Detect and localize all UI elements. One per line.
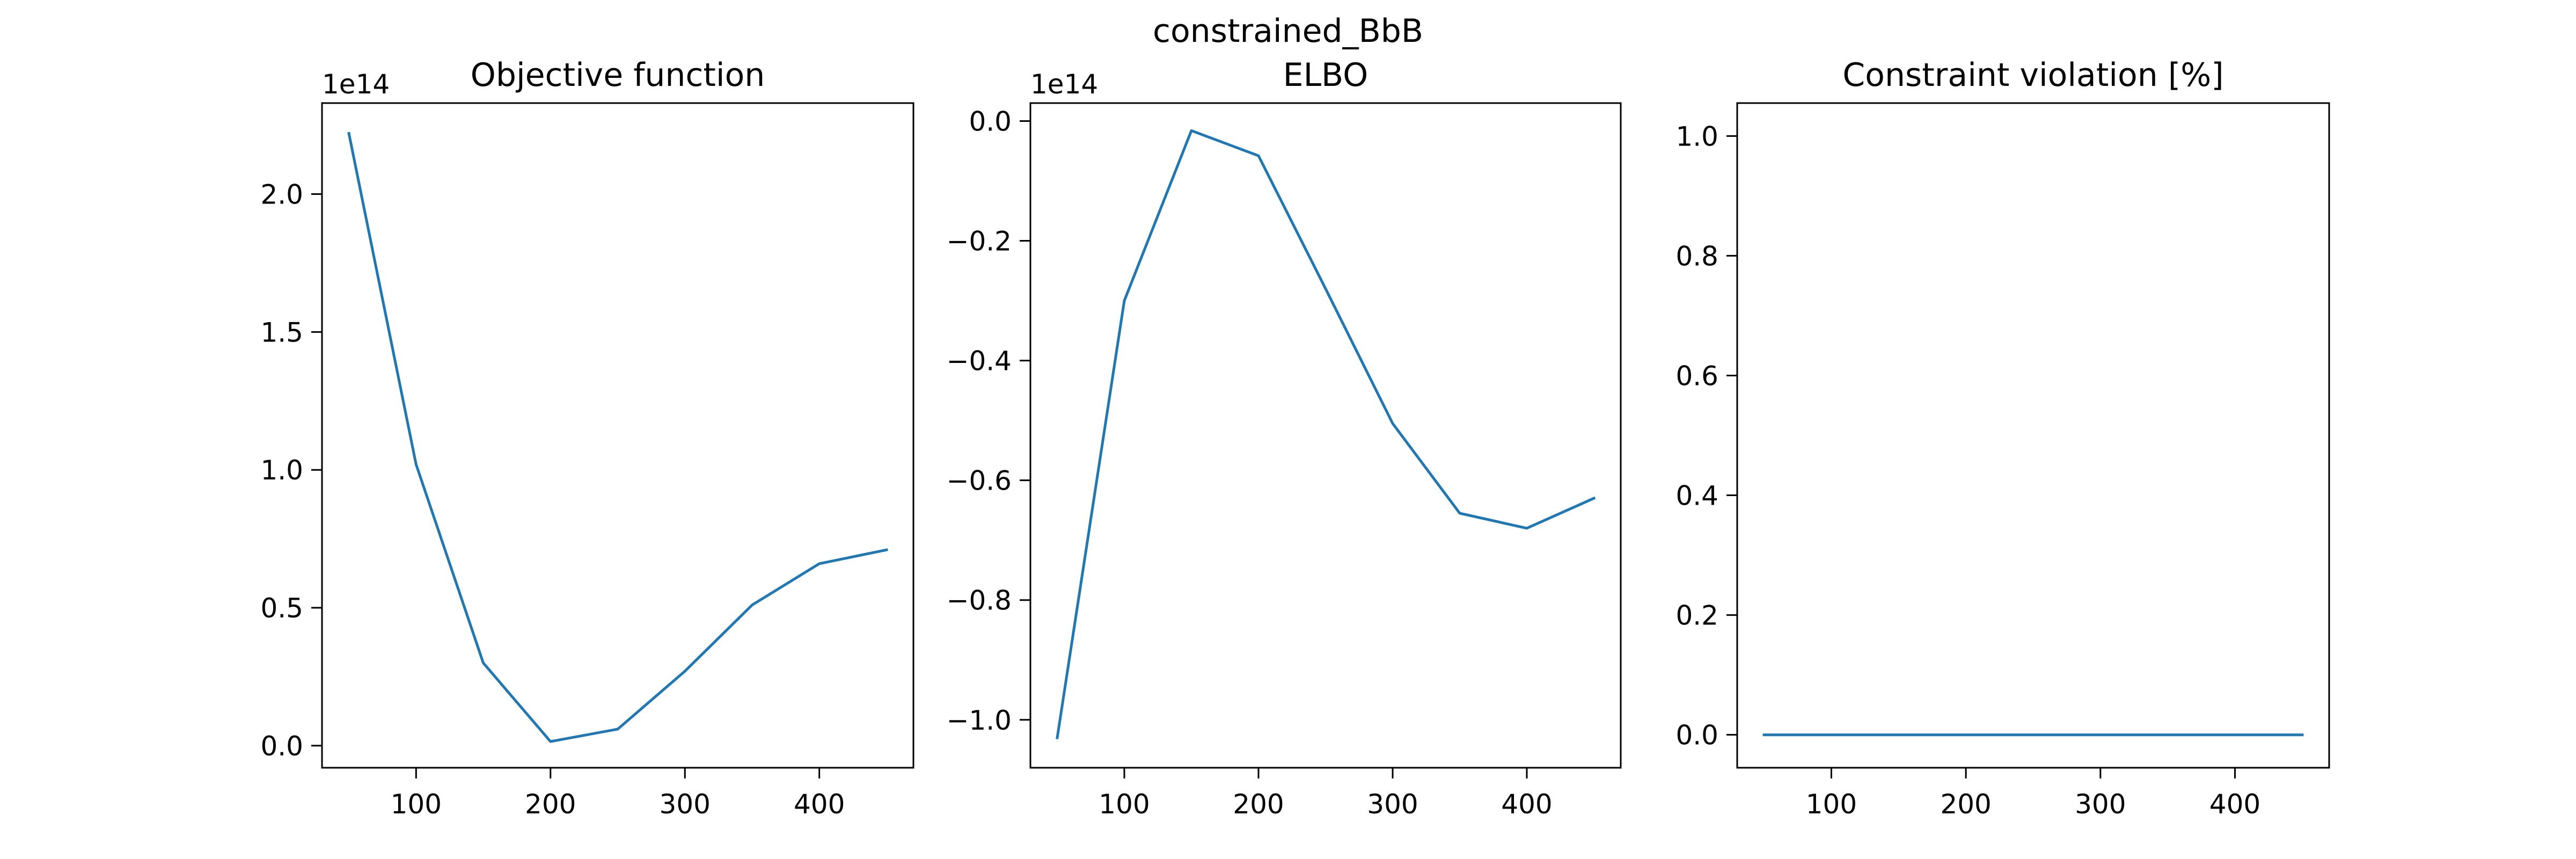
series-line-1 — [1056, 129, 1596, 740]
subplot-3: Constraint violation [%] 100 200 300 400 0.0 0… — [1675, 56, 2330, 820]
x-tick-label: 300 — [2075, 789, 2126, 820]
y-tick-label: 1.5 — [260, 317, 303, 348]
y-tick-label: 0.6 — [1675, 360, 1718, 391]
y-tick-label: 0.4 — [1675, 481, 1718, 512]
y-tick-label: −0.6 — [947, 465, 1012, 497]
x-tick-label: 200 — [525, 789, 576, 820]
axes-frame — [321, 102, 914, 769]
y-tick-label: −0.4 — [947, 346, 1012, 377]
y-offset-label: 1e14 — [1030, 69, 1098, 100]
y-tick-label: −0.8 — [947, 585, 1012, 616]
x-tick-label: 300 — [1367, 789, 1418, 820]
axes-frame — [1029, 102, 1622, 769]
y-tick-label: 1.0 — [1675, 121, 1718, 152]
y-tick-label: 0.0 — [969, 106, 1012, 137]
y-tick-label: 0.2 — [1675, 600, 1718, 631]
y-tick-label: 0.5 — [260, 593, 303, 624]
x-tick-label: 400 — [1501, 789, 1552, 820]
subplot-title: ELBO — [1283, 56, 1368, 94]
x-tick-label: 100 — [1806, 789, 1857, 820]
y-tick-label: 0.0 — [1675, 720, 1718, 751]
x-tick-label: 200 — [1233, 789, 1284, 820]
y-tick-label: 1.0 — [260, 455, 303, 486]
axes-frame — [1736, 102, 2330, 769]
y-offset-label: 1e14 — [322, 69, 390, 100]
y-tick-label: 0.0 — [260, 731, 303, 762]
subplot-2: ELBO 1e14 100 200 300 400 −1.0 −0.8 −0.6 −0.4 −0.2… — [947, 56, 1622, 820]
y-tick-label: −0.2 — [947, 226, 1012, 257]
subplots: Objective function 1e14 100 200 300 400 0.0 0.5… — [260, 56, 2330, 820]
figure-suptitle: constrained_BbB — [1153, 12, 1423, 50]
x-tick-label: 400 — [2209, 789, 2260, 820]
y-tick-label: −1.0 — [947, 705, 1012, 736]
subplot-title: Constraint violation [%] — [1842, 56, 2223, 94]
subplot-title: Objective function — [471, 56, 765, 94]
x-tick-label: 100 — [1099, 789, 1150, 820]
x-tick-label: 300 — [660, 789, 711, 820]
x-tick-label: 400 — [794, 789, 845, 820]
x-tick-label: 100 — [391, 789, 442, 820]
series-line-1 — [347, 132, 888, 743]
x-tick-label: 200 — [1940, 789, 1991, 820]
subplot-1: Objective function 1e14 100 200 300 400 0.0 0.5… — [260, 56, 914, 820]
y-tick-label: 0.8 — [1675, 241, 1718, 272]
y-tick-label: 2.0 — [260, 179, 303, 210]
